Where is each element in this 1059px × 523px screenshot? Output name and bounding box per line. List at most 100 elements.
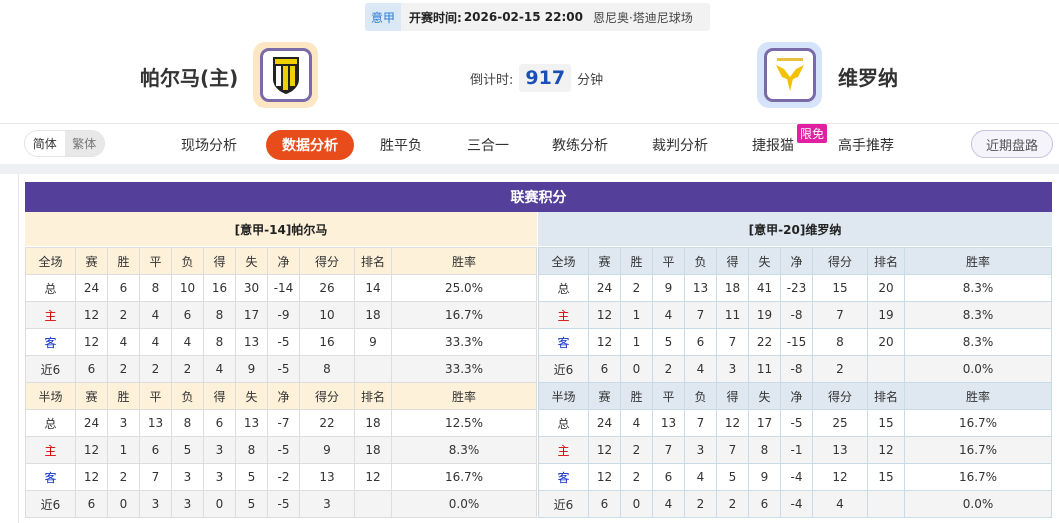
table-cell: 6 [748,490,781,518]
table-row: 总 24 3 13 8 6 13 -7 22 18 12.5% [25,409,537,437]
table-cell: 11 [716,301,749,329]
table-cell: -5 [267,328,300,356]
table-cell: 7 [812,301,868,329]
table-cell: 13 [684,274,717,302]
table-row: 近6 6 0 2 4 3 11 -8 2 0.0% [538,355,1052,383]
column-header: 排名 [354,247,392,275]
tab-1x2[interactable]: 胜平负 [380,138,422,154]
column-header: 得分 [812,247,868,275]
table-cell: 3 [139,490,172,518]
table-cell: 9 [235,355,268,383]
table-cell: 2 [812,355,868,383]
table-cell: 8.3% [391,436,537,464]
column-header: 得分 [299,247,355,275]
recent-trends-button[interactable]: 近期盘路 [971,130,1053,158]
column-header: 净 [780,382,813,410]
table-cell: 30 [235,274,268,302]
row-label: 近6 [538,490,589,518]
table-cell: 3 [171,463,204,491]
table-cell: 16.7% [904,409,1052,437]
table-cell: 8 [748,436,781,464]
column-header: 赛 [75,382,108,410]
table-cell: 2 [620,463,653,491]
table-cell: 13 [299,463,355,491]
language-toggle[interactable]: 简体 繁体 [24,130,105,157]
lang-simplified[interactable]: 简体 [32,137,57,151]
table-cell: 1 [107,436,140,464]
table-cell: 2 [652,355,685,383]
full-header-row: 全场赛胜平负得失净得分 排名 胜率 [25,247,537,275]
table-cell: 7 [716,436,749,464]
column-header: 平 [652,247,685,275]
table-cell: 5 [716,463,749,491]
tab-expert-picks[interactable]: 高手推荐 [838,138,894,154]
table-row: 客 12 1 5 6 7 22 -15 8 20 8.3% [538,328,1052,356]
table-cell: 0 [107,490,140,518]
table-cell: 15 [867,409,905,437]
tab-data-analysis[interactable]: 数据分析 [266,130,354,160]
tab-coach-analysis[interactable]: 教练分析 [552,138,608,154]
table-cell: 5 [652,328,685,356]
column-header: 全场 [538,247,589,275]
home-team-name[interactable]: 帕尔马(主) [140,66,239,90]
column-header: 得 [203,382,236,410]
table-cell: 13 [812,436,868,464]
table-cell: 22 [748,328,781,356]
table-row: 主 12 2 7 3 7 8 -1 13 12 16.7% [538,436,1052,464]
half-header-row: 半场赛胜平负得失净得分 排名 胜率 [25,382,537,410]
venue: 恩尼奥·塔迪尼球场 [592,10,693,25]
row-label: 总 [25,274,76,302]
table-cell: 4 [652,490,685,518]
table-cell: 2 [716,490,749,518]
nav-bar: 简体 繁体 现场分析 数据分析 胜平负 三合一 教练分析 裁判分析 捷报猫 限免… [0,124,1059,164]
table-cell: 2 [107,463,140,491]
half-header-row: 半场赛胜平负得失净得分 排名 胜率 [538,382,1052,410]
home-team-logo[interactable] [253,42,318,108]
table-cell: 8.3% [904,301,1052,329]
table-cell: 6 [139,436,172,464]
table-row: 主 12 1 4 7 11 19 -8 7 19 8.3% [538,301,1052,329]
table-cell: 19 [867,301,905,329]
column-header: 胜 [620,247,653,275]
column-header: 胜 [620,382,653,410]
tab-live-analysis[interactable]: 现场分析 [181,138,237,154]
away-team-name[interactable]: 维罗纳 [838,66,898,90]
table-cell: 13 [652,409,685,437]
table-cell: 12 [75,301,108,329]
table-cell: 16.7% [904,436,1052,464]
tab-referee-analysis[interactable]: 裁判分析 [652,138,708,154]
standings-title: 联赛积分 [25,182,1052,212]
table-cell: 8 [171,409,204,437]
table-cell: 25 [812,409,868,437]
row-label: 客 [538,328,589,356]
table-cell [354,490,392,518]
table-cell: 3 [716,355,749,383]
table-cell: 41 [748,274,781,302]
table-cell: 2 [171,355,204,383]
free-badge: 限免 [797,124,828,143]
table-cell: 8 [812,328,868,356]
table-cell: 16 [203,274,236,302]
column-header: 平 [139,247,172,275]
table-row: 主 12 2 4 6 8 17 -9 10 18 16.7% [25,301,537,329]
countdown-unit: 分钟 [577,72,604,88]
table-cell: 4 [684,355,717,383]
separator-band [0,164,1059,174]
league-tag[interactable]: 意甲 [365,3,402,31]
column-header: 排名 [867,382,905,410]
column-header: 赛 [588,382,621,410]
table-cell: 14 [354,274,392,302]
table-cell: 12.5% [391,409,537,437]
table-cell: -8 [780,355,813,383]
lang-traditional[interactable]: 繁体 [64,131,104,156]
parma-crest-icon [272,57,299,94]
tab-jiebaomao[interactable]: 捷报猫 [752,138,794,154]
column-header: 赛 [75,247,108,275]
full-header-row: 全场赛胜平负得失净得分 排名 胜率 [538,247,1052,275]
tab-three-in-one[interactable]: 三合一 [467,138,509,154]
table-cell: 13 [139,409,172,437]
column-header: 平 [652,382,685,410]
away-team-logo[interactable] [757,42,822,108]
table-cell: 4 [139,328,172,356]
table-cell: 6 [107,274,140,302]
